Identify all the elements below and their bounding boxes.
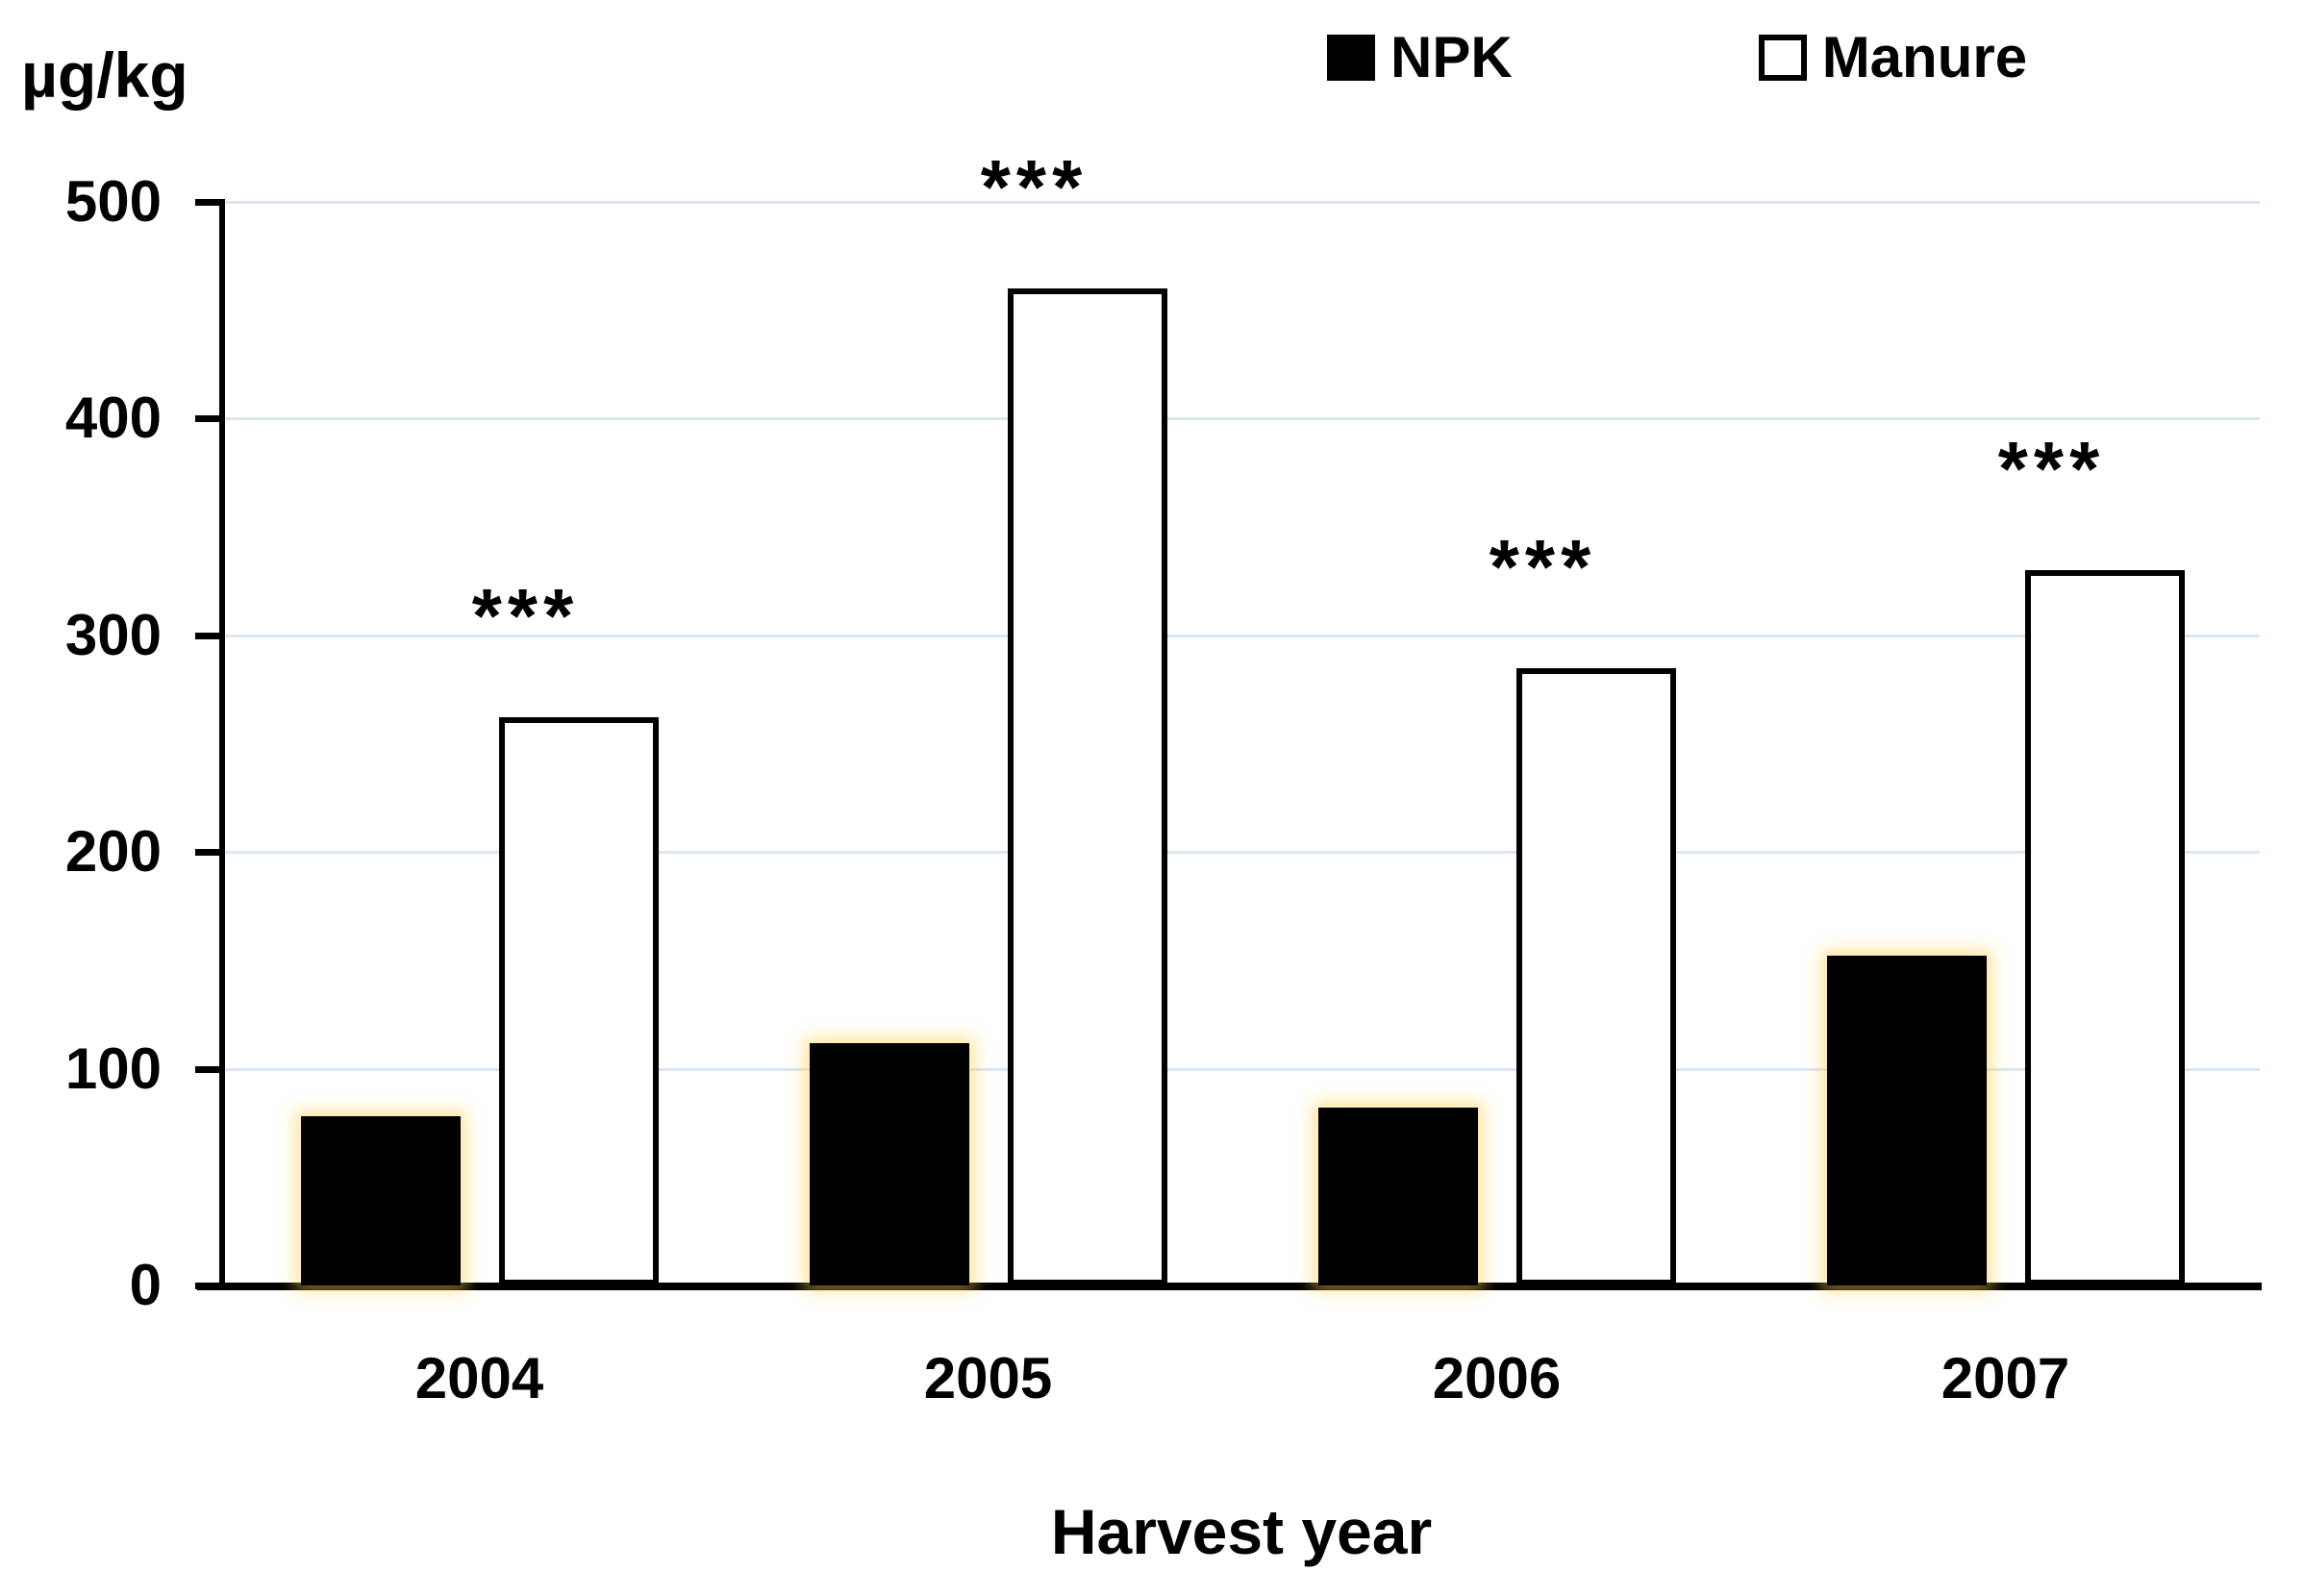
bar-manure-2005	[1007, 288, 1167, 1285]
bar-npk-2005	[809, 1042, 969, 1285]
x-tick-label-2005: 2005	[923, 1346, 1053, 1410]
y-tick-label-300: 300	[64, 602, 162, 667]
legend-item-npk: NPK	[1327, 29, 1513, 87]
bar-npk-2004	[300, 1116, 461, 1285]
bar-manure-2004	[498, 717, 659, 1285]
npk-swatch-icon	[1327, 35, 1375, 81]
y-tick-200	[195, 849, 225, 857]
x-axis-title: Harvest year	[1050, 1496, 1433, 1567]
gridline-400	[225, 417, 2260, 421]
y-tick-100	[195, 1065, 225, 1073]
bar-manure-2006	[1515, 667, 1676, 1285]
y-tick-0	[195, 1283, 225, 1289]
bar-npk-2007	[1826, 956, 1987, 1285]
x-tick-label-2004: 2004	[414, 1346, 544, 1410]
y-tick-400	[195, 415, 225, 423]
bar-manure-2007	[2024, 570, 2185, 1285]
significance-marker-2005: ***	[980, 144, 1089, 231]
legend-item-manure: Manure	[1758, 25, 2028, 89]
significance-marker-2006: ***	[1489, 523, 1597, 610]
y-tick-label-400: 400	[64, 386, 162, 451]
gridline-100	[225, 1067, 2260, 1071]
bar-npk-2006	[1317, 1108, 1478, 1285]
legend: NPK Manure	[1327, 29, 2027, 87]
y-tick-label-0: 0	[129, 1253, 162, 1317]
gridline-300	[225, 634, 2260, 637]
y-tick-label-500: 500	[64, 169, 162, 234]
y-tick-500	[195, 199, 225, 206]
gridline-500	[225, 201, 2260, 204]
x-axis-line	[197, 1283, 2262, 1290]
y-axis-unit-label: µg/kg	[21, 39, 188, 111]
y-tick-label-200: 200	[64, 819, 162, 885]
gridline-200	[225, 851, 2260, 855]
significance-marker-2007: ***	[1997, 426, 2106, 512]
legend-label-npk: NPK	[1390, 25, 1513, 89]
manure-swatch-icon	[1758, 35, 1807, 81]
legend-label-manure: Manure	[1821, 25, 2028, 89]
plot-area: *** *** *** ***	[225, 149, 2260, 1285]
x-tick-label-2006: 2006	[1432, 1346, 1562, 1410]
y-axis-line	[219, 199, 225, 1289]
x-tick-label-2007: 2007	[1941, 1346, 2070, 1410]
y-tick-300	[195, 632, 225, 639]
y-tick-label-100: 100	[64, 1035, 162, 1101]
significance-marker-2004: ***	[471, 573, 580, 660]
